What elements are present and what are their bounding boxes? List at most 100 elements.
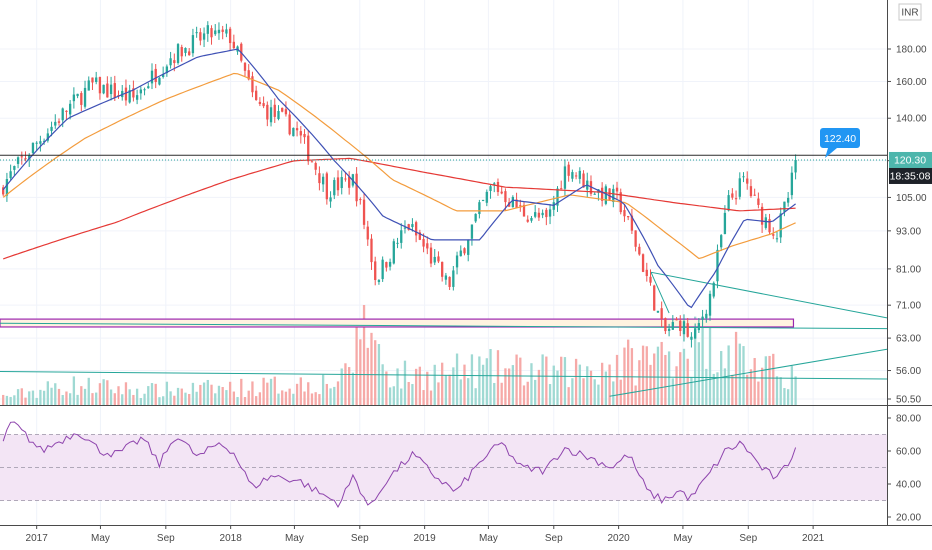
candle-body — [452, 270, 455, 287]
candle-body — [210, 28, 213, 38]
volume-bar — [307, 382, 310, 405]
volume-bar — [87, 377, 90, 405]
candle-body — [83, 87, 87, 107]
candle-body — [180, 46, 183, 57]
candle-body — [221, 29, 224, 32]
rsi-line — [2, 421, 797, 509]
candle-body — [790, 172, 794, 196]
candle-body — [281, 107, 284, 112]
candle-body — [753, 194, 756, 196]
volume-bar — [612, 381, 615, 405]
volume-bar — [117, 386, 120, 405]
volume-bar — [258, 392, 262, 405]
candle-body — [109, 84, 113, 95]
candle-body — [645, 269, 648, 277]
volume-bar — [783, 388, 786, 405]
rsi-axis[interactable]: 80.00 60.00 40.00 20.00 — [887, 414, 921, 524]
volume-bar — [262, 377, 265, 405]
volume-bar — [124, 382, 128, 405]
time-tick-label: 2021 — [802, 533, 825, 544]
volume-bar — [396, 368, 399, 405]
volume-bar — [236, 397, 239, 405]
candle-body — [68, 103, 72, 115]
volume-bar — [459, 379, 462, 405]
volume-bar — [310, 393, 314, 405]
volume-bar — [31, 390, 35, 405]
candle-body — [374, 261, 377, 281]
candle-body — [255, 90, 258, 101]
volume-bar — [593, 379, 596, 405]
candle-body — [292, 127, 295, 137]
candle-body — [325, 173, 328, 200]
volume-bar — [746, 374, 749, 405]
price-axis[interactable]: 220.00180.00160.00140.00120.00105.0093.0… — [887, 0, 927, 406]
candle-body — [600, 187, 604, 201]
volume-bar — [173, 395, 176, 405]
candle-body — [500, 191, 503, 194]
volume-bar — [589, 370, 593, 405]
candle-body — [772, 234, 775, 236]
candle-body — [16, 157, 20, 164]
volume-bar — [619, 379, 622, 405]
volume-bar — [321, 374, 325, 405]
volume-bar — [188, 393, 191, 405]
candle-body — [623, 210, 626, 217]
candle-body — [262, 103, 265, 107]
volume-bar — [217, 385, 221, 405]
price-tick-label: 93.00 — [896, 226, 921, 237]
rsi-tick-label: 40.00 — [896, 480, 921, 491]
volume-bar — [441, 362, 444, 405]
volume-bar — [418, 366, 422, 405]
candle-body — [638, 246, 641, 255]
volume-bar — [374, 340, 377, 405]
volume-bar — [534, 379, 537, 405]
volume-bar — [656, 346, 660, 405]
volume-bar — [764, 356, 767, 405]
candle-body — [764, 217, 767, 228]
volume-bar — [727, 345, 730, 405]
time-axis[interactable]: 2017 May Sep 2018 May Sep 2019 May Sep 2020 May Sep… — [26, 525, 825, 544]
candle-body — [162, 74, 165, 78]
candle-body — [388, 261, 392, 267]
candle-body — [697, 323, 701, 331]
candle-body — [288, 114, 291, 135]
volume-bar — [734, 331, 738, 405]
volume-bar — [269, 378, 273, 405]
volume-bar — [16, 389, 20, 405]
candle-body — [95, 77, 98, 83]
candlesticks[interactable] — [2, 21, 797, 348]
volume-bar — [507, 368, 511, 405]
volume-bar — [786, 389, 790, 405]
candle-body — [54, 121, 57, 126]
candle-body — [266, 104, 269, 120]
trendlines[interactable] — [0, 271, 888, 397]
volume-bar — [98, 383, 102, 405]
candle-body — [455, 255, 459, 268]
candle-body — [124, 87, 128, 101]
volume-bar — [385, 371, 388, 405]
candle-body — [35, 142, 38, 144]
volume-bar — [597, 384, 600, 405]
candle-body — [135, 95, 139, 100]
volume-bar — [381, 364, 384, 405]
candle-body — [537, 212, 541, 218]
trendline-rising — [609, 348, 888, 397]
candle-body — [154, 68, 157, 83]
rsi-path — [2, 421, 797, 509]
candle-body — [191, 35, 195, 54]
candle-body — [303, 133, 306, 138]
volume-bar — [504, 368, 507, 405]
volume-bar — [712, 373, 715, 405]
volume-bar — [400, 388, 403, 405]
candle-body — [459, 250, 462, 257]
candle-body — [426, 243, 429, 249]
candle-body — [526, 219, 529, 222]
candle-body — [195, 32, 198, 34]
candle-body — [228, 28, 232, 44]
candle-body — [481, 199, 485, 201]
candle-body — [247, 70, 250, 80]
trendline-support — [0, 322, 888, 330]
support-zone[interactable] — [0, 318, 795, 328]
volume-bar — [548, 384, 552, 405]
